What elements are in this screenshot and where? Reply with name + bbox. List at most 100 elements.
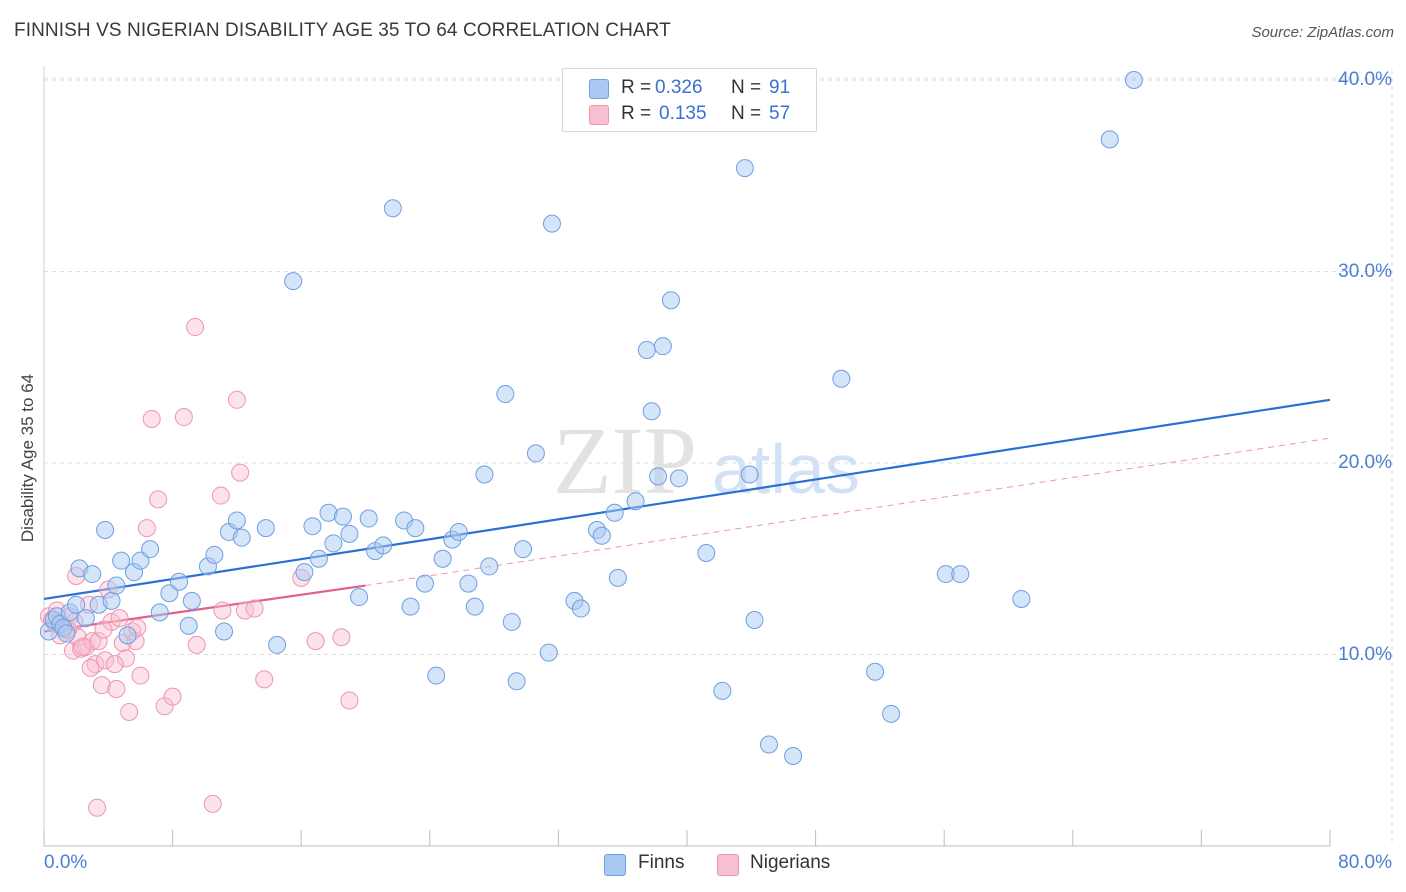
finns-point <box>480 557 499 576</box>
x-tick-label-max: 80.0% <box>1338 852 1392 873</box>
correlation-legend: R = 0.326 N = 91 R = 0.135 N = 57 <box>562 68 817 132</box>
finns-point <box>303 517 322 536</box>
finns-point <box>83 565 102 584</box>
nigerians-legend-label: Nigerians <box>750 852 831 873</box>
legend-n-label: N = <box>731 77 762 98</box>
finns-point <box>784 746 803 765</box>
finns-point <box>256 519 275 538</box>
finns-point <box>649 467 668 486</box>
finns-point <box>96 521 115 540</box>
finns-point <box>433 549 452 568</box>
nigerians-point <box>83 632 102 651</box>
y-tick-label: 40.0% <box>1338 69 1392 90</box>
finns-point <box>740 465 759 484</box>
finns-point <box>205 545 224 564</box>
watermark: ZIP atlas <box>553 407 860 514</box>
finns-point <box>1124 71 1143 89</box>
finns-point <box>832 369 851 388</box>
axes <box>43 66 1331 847</box>
finns-point <box>605 503 624 522</box>
nigerians-point <box>211 486 230 505</box>
nigerians-point <box>255 670 274 689</box>
legend-r-label: R = <box>621 77 652 98</box>
finns-point <box>383 199 402 218</box>
nigerians-point <box>163 687 182 706</box>
finns-point <box>374 536 393 555</box>
finns-r-value: 0.326 <box>655 77 703 98</box>
finns-point <box>697 544 716 563</box>
finns-point <box>496 385 515 404</box>
finns-point <box>150 603 169 622</box>
nigerians-swatch <box>589 105 609 125</box>
finns-point <box>324 534 343 553</box>
finns-point <box>745 611 764 630</box>
y-tick-label: 10.0% <box>1338 643 1392 665</box>
nigerians-point <box>116 649 135 668</box>
finns-point <box>514 540 533 559</box>
finns-legend-swatch <box>604 854 626 876</box>
nigerians-point <box>203 794 222 813</box>
finns-point <box>626 492 645 511</box>
y-tick-label: 30.0% <box>1338 260 1392 282</box>
nigerians-point <box>340 691 359 710</box>
nigerians-legend-swatch <box>717 854 739 876</box>
finns-point <box>592 526 611 545</box>
finns-legend-label: Finns <box>638 852 685 873</box>
finns-point <box>608 568 627 587</box>
finns-point <box>340 524 359 543</box>
finns-point <box>102 591 121 610</box>
nigerians-point <box>81 658 100 677</box>
finns-point <box>309 549 328 568</box>
nigerians-point <box>142 409 161 428</box>
finns-point <box>1100 130 1119 149</box>
x-tick-label-min: 0.0% <box>44 852 88 873</box>
gridlines <box>44 70 1393 846</box>
finns-point <box>333 507 352 526</box>
watermark-zip: ZIP <box>553 407 697 514</box>
nigerians-point <box>332 628 351 647</box>
nigerians-point <box>107 679 126 698</box>
finns-point <box>502 612 521 631</box>
finns-point <box>268 635 287 654</box>
legend-n-label: N = <box>731 103 762 124</box>
finns-point <box>284 272 303 291</box>
finns-point <box>415 574 434 593</box>
nigerians-point <box>137 519 156 538</box>
finns-point <box>406 519 425 538</box>
finns-points <box>39 71 1143 765</box>
finns-point <box>866 662 885 681</box>
nigerians-point <box>88 798 107 817</box>
nigerians-point <box>105 655 124 674</box>
finns-point <box>350 588 369 607</box>
finns-point <box>107 576 126 595</box>
nigerians-trend-extension <box>365 437 1331 587</box>
finns-point <box>539 643 558 662</box>
nigerians-point <box>306 632 325 651</box>
finns-point <box>542 214 561 233</box>
finns-point <box>112 551 131 570</box>
nigerians-point <box>227 390 246 409</box>
finns-point <box>653 337 672 356</box>
finns-point <box>160 584 179 603</box>
nigerians-point <box>89 632 108 651</box>
nigerians-point <box>149 490 168 509</box>
finns-swatch <box>589 79 609 99</box>
finns-point <box>637 341 656 360</box>
finns-point <box>170 572 189 591</box>
finns-point <box>215 622 234 641</box>
nigerians-point <box>186 318 205 337</box>
chart-title: FINNISH VS NIGERIAN DISABILITY AGE 35 TO… <box>14 20 671 41</box>
finns-point <box>182 591 201 610</box>
finns-point <box>449 522 468 541</box>
nigerians-point <box>231 463 250 482</box>
finns-point <box>67 595 86 614</box>
nigerians-n-value: 57 <box>769 103 791 124</box>
finns-point <box>118 626 137 645</box>
finns-point <box>642 402 661 421</box>
finns-point <box>735 159 754 178</box>
source-label: Source: ZipAtlas.com <box>1251 24 1394 41</box>
nigerians-point <box>174 408 193 427</box>
finns-point <box>141 540 160 559</box>
finns-trend-line <box>43 398 1331 601</box>
